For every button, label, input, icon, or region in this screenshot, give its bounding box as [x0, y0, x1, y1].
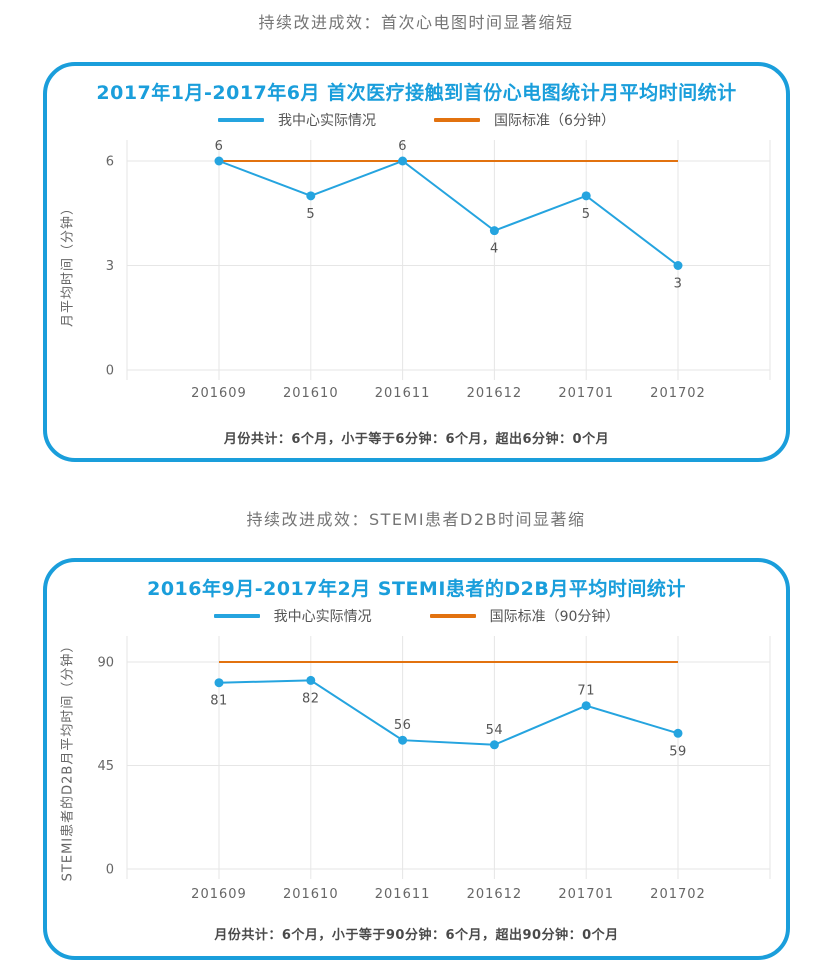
- legend-label: 国际标准（90分钟）: [489, 609, 620, 625]
- svg-text:5: 5: [582, 207, 591, 222]
- chart-title: 2016年9月-2017年2月 STEMI患者的D2B月平均时间统计: [147, 578, 686, 600]
- page-title: 持续改进成效：首次心电图时间显著缩短: [258, 13, 574, 32]
- svg-text:201609: 201609: [191, 887, 247, 902]
- legend-item-center[interactable]: 我中心实际情况: [213, 606, 372, 626]
- svg-text:201701: 201701: [558, 887, 614, 902]
- chart-title: 2017年1月-2017年6月 首次医疗接触到首份心电图统计月平均时间统计: [96, 82, 737, 104]
- chart-summary-caption: 月份共计：6个月，小于等于90分钟：6个月，超出90分钟：0个月: [214, 928, 619, 943]
- chart-legend: 我中心实际情况 国际标准（6分钟）: [47, 110, 786, 130]
- svg-text:201611: 201611: [375, 887, 431, 902]
- svg-text:45: 45: [97, 759, 114, 774]
- section-title: 持续改进成效：STEMI患者D2B时间显著缩: [246, 510, 586, 529]
- svg-text:201702: 201702: [650, 386, 706, 401]
- y-axis-title: STEMI患者的D2B月平均时间（分钟）: [60, 638, 76, 882]
- svg-text:201611: 201611: [375, 386, 431, 401]
- svg-text:81: 81: [210, 694, 228, 709]
- y-axis-title: 月平均时间（分钟）: [60, 200, 76, 328]
- svg-text:201609: 201609: [191, 386, 247, 401]
- ecg-stat-card: 2017年1月-2017年6月 首次医疗接触到首份心电图统计月平均时间统计 我中…: [43, 62, 790, 462]
- chart-area: 月平均时间（分钟） 6 3 0 201609 201610 201611 201612 201…: [47, 134, 786, 434]
- svg-text:82: 82: [302, 691, 320, 706]
- svg-text:201610: 201610: [283, 386, 339, 401]
- svg-text:3: 3: [106, 259, 114, 274]
- legend-item-standard[interactable]: 国际标准（90分钟）: [429, 606, 620, 626]
- svg-text:0: 0: [106, 364, 114, 379]
- svg-text:201610: 201610: [283, 887, 339, 902]
- svg-text:201702: 201702: [650, 887, 706, 902]
- svg-text:71: 71: [577, 684, 595, 699]
- svg-text:201612: 201612: [467, 386, 523, 401]
- svg-text:56: 56: [394, 718, 412, 733]
- legend-label: 国际标准（6分钟）: [494, 113, 615, 129]
- series-line-swatch: [218, 118, 265, 122]
- svg-text:6: 6: [398, 139, 407, 154]
- standard-line-swatch: [429, 614, 476, 618]
- legend-label: 我中心实际情况: [273, 609, 372, 625]
- chart-canvas[interactable]: 90 45 0 201609 201610 201611 201612 201701 20170…: [83, 630, 793, 930]
- svg-text:4: 4: [490, 242, 499, 257]
- svg-text:5: 5: [306, 207, 315, 222]
- chart-legend: 我中心实际情况 国际标准（90分钟）: [47, 606, 786, 626]
- chart-canvas[interactable]: 6 3 0 201609 201610 201611 201612 201701 201702 6…: [83, 134, 793, 434]
- svg-text:59: 59: [669, 744, 687, 759]
- d2b-stat-card: 2016年9月-2017年2月 STEMI患者的D2B月平均时间统计 我中心实际…: [43, 558, 790, 960]
- svg-text:54: 54: [486, 723, 504, 738]
- svg-text:0: 0: [106, 863, 114, 878]
- svg-text:6: 6: [106, 155, 114, 170]
- legend-label: 我中心实际情况: [278, 113, 377, 129]
- svg-text:201701: 201701: [558, 386, 614, 401]
- series-line-swatch: [213, 614, 260, 618]
- standard-line-swatch: [434, 118, 481, 122]
- svg-text:6: 6: [215, 139, 224, 154]
- chart-area: STEMI患者的D2B月平均时间（分钟） 90 45 0 201609 201610 20…: [47, 630, 786, 930]
- svg-text:90: 90: [97, 656, 114, 671]
- legend-item-center[interactable]: 我中心实际情况: [218, 110, 376, 130]
- svg-text:201612: 201612: [467, 887, 523, 902]
- chart-summary-caption: 月份共计：6个月，小于等于6分钟：6个月，超出6分钟：0个月: [223, 432, 610, 447]
- svg-text:3: 3: [674, 277, 683, 292]
- legend-item-standard[interactable]: 国际标准（6分钟）: [434, 110, 615, 130]
